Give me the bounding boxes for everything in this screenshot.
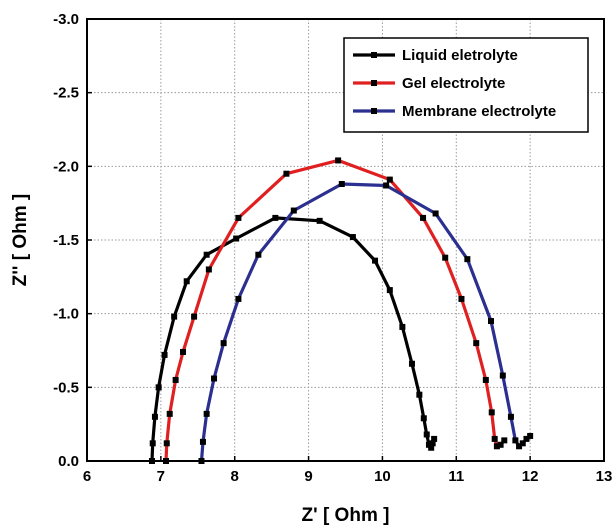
legend-marker xyxy=(371,108,377,114)
series-line xyxy=(199,182,532,462)
x-tick-label: 7 xyxy=(157,468,165,485)
data-point xyxy=(473,340,480,347)
data-point xyxy=(491,435,498,442)
data-point xyxy=(183,278,190,285)
legend-label: Liquid eletrolyte xyxy=(402,47,518,64)
data-point xyxy=(386,176,393,183)
data-point xyxy=(497,441,504,448)
x-axis-label: Z' [ Ohm ] xyxy=(302,505,390,526)
x-tick-label: 12 xyxy=(522,468,539,485)
y-tick-label: -1.0 xyxy=(53,306,79,323)
legend-marker xyxy=(371,52,377,58)
data-point xyxy=(290,207,297,214)
data-point xyxy=(408,360,415,367)
data-point xyxy=(482,376,489,383)
series-gel-electrolyte xyxy=(163,157,508,464)
data-point xyxy=(493,443,500,450)
y-tick-label: -2.0 xyxy=(53,158,79,175)
data-point xyxy=(501,437,508,444)
data-point xyxy=(163,440,170,447)
data-point xyxy=(527,432,534,439)
data-point xyxy=(499,372,506,379)
y-tick-label: -2.5 xyxy=(53,85,79,102)
data-point xyxy=(429,440,436,447)
data-point xyxy=(235,295,242,302)
data-point xyxy=(431,435,438,442)
data-point xyxy=(519,440,526,447)
data-point xyxy=(180,348,187,355)
data-point xyxy=(420,214,427,221)
data-point xyxy=(516,443,523,450)
data-point xyxy=(487,318,494,325)
data-point xyxy=(349,234,356,241)
data-point xyxy=(523,435,530,442)
data-point xyxy=(166,410,173,417)
series-liquid-eletrolyte xyxy=(148,214,438,464)
x-tick-label: 13 xyxy=(596,468,613,485)
data-point xyxy=(458,295,465,302)
data-point xyxy=(211,375,218,382)
data-point xyxy=(464,256,471,263)
data-point xyxy=(171,313,178,320)
data-point xyxy=(272,214,279,221)
data-point xyxy=(316,217,323,224)
data-point xyxy=(220,340,227,347)
series-line xyxy=(150,216,436,462)
data-point xyxy=(155,384,162,391)
legend-label: Membrane electrolyte xyxy=(402,103,556,120)
data-point xyxy=(199,438,206,445)
data-point xyxy=(205,266,212,273)
ticks: 6 7 8 9 10 11 12 13 0.0 -0.5 -1.0 -1.5 -2.0 -2.5 -3.0 xyxy=(53,11,612,485)
legend-marker xyxy=(371,80,377,86)
x-tick-label: 11 xyxy=(448,468,464,485)
data-point xyxy=(203,410,210,417)
data-point xyxy=(151,413,158,420)
x-tick-label: 10 xyxy=(374,468,391,485)
y-axis-label: Z'' [ Ohm ] xyxy=(10,194,31,286)
data-point xyxy=(488,409,495,416)
x-tick-label: 8 xyxy=(231,468,239,485)
data-point xyxy=(235,214,242,221)
data-point xyxy=(372,257,379,264)
legend-label: Gel electrolyte xyxy=(402,75,505,92)
series-membrane-electrolyte xyxy=(198,181,534,464)
series-line xyxy=(164,158,506,462)
data-point xyxy=(512,437,519,444)
data-point xyxy=(399,323,406,330)
x-tick-label: 6 xyxy=(83,468,91,485)
data-point xyxy=(172,376,179,383)
x-tick-label: 9 xyxy=(304,468,312,485)
data-point xyxy=(203,251,210,258)
data-point xyxy=(383,182,390,189)
data-point xyxy=(255,251,262,258)
data-point xyxy=(161,351,168,358)
y-tick-label: 0.0 xyxy=(58,453,79,470)
data-point xyxy=(428,444,435,451)
data-point xyxy=(432,210,439,217)
data-point xyxy=(149,440,156,447)
data-point xyxy=(338,181,345,188)
data-point xyxy=(335,157,342,164)
data-point xyxy=(442,254,449,261)
data-point xyxy=(423,431,430,438)
data-point xyxy=(233,235,240,242)
data-point xyxy=(191,313,198,320)
data-point xyxy=(416,391,423,398)
data-point xyxy=(420,415,427,422)
series-group xyxy=(148,157,534,464)
data-point xyxy=(386,287,393,294)
legend: Liquid eletrolyte Gel electrolyte Membrane… xyxy=(343,37,589,133)
y-tick-label: -3.0 xyxy=(53,11,79,28)
data-point xyxy=(283,170,290,177)
y-tick-label: -1.5 xyxy=(53,232,79,249)
data-point xyxy=(507,413,514,420)
y-tick-label: -0.5 xyxy=(53,379,79,396)
